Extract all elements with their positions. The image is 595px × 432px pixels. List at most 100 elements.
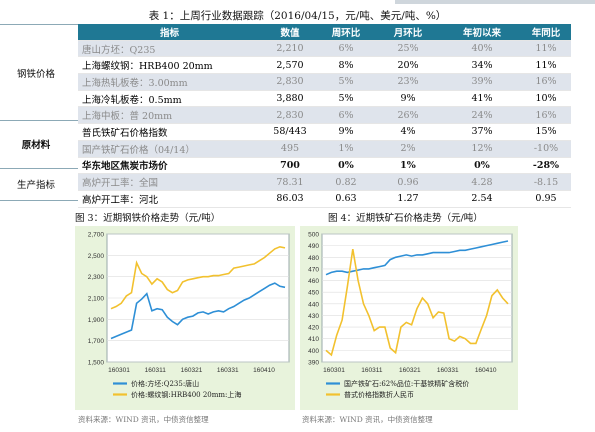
y-tick-label: 400	[308, 348, 319, 355]
group-label-materials: 原材料	[21, 140, 51, 151]
steel-price-chart: 1,500 1,700 1,900 2,100 2,300 2,500 2,700 16030…	[75, 226, 295, 410]
cell-wow: 5%	[319, 90, 373, 108]
y-tick-label: 460	[308, 278, 319, 285]
group-label-steel: 钢铁价格	[16, 69, 55, 80]
cell-yoy: -10%	[521, 140, 571, 158]
cell-ytd: 4.28	[443, 173, 521, 191]
cell-mom: 26%	[373, 106, 443, 125]
table-row: 华东地区焦炭市场价 700 0% 1% 0% -28%	[78, 157, 571, 175]
cell-yoy: -8.15	[521, 173, 571, 191]
cell-yoy: 16%	[521, 106, 571, 125]
y-tick-label: 390	[308, 360, 319, 367]
cell-ytd: 39%	[443, 73, 521, 91]
y-tick-label: 1,500	[88, 360, 105, 367]
cell-value: 2,830	[261, 73, 319, 91]
table-row: 高炉开工率：全国 78.31 0.82 0.96 4.28 -8.15	[78, 173, 571, 191]
row-label: 国产铁矿石价格（04/14）	[78, 140, 261, 158]
table-row: 上海螺纹钢：HRB400 20mm 2,570 8% 20% 34% 11%	[78, 56, 571, 75]
series-line-1	[110, 245, 286, 310]
row-label: 高炉开工率：河北	[78, 190, 261, 208]
chart1-title: 图 3：近期钢铁价格走势（元/吨）	[75, 213, 221, 224]
col-header-ytd: 年初以来	[443, 24, 521, 41]
y-tick-label: 2,100	[88, 296, 105, 303]
row-label: 上海中板：普 20mm	[78, 106, 261, 125]
row-label: 华东地区焦炭市场价	[78, 157, 261, 175]
cell-mom: 4%	[373, 123, 443, 141]
table-title: 表 1：上周行业数据跟踪（2016/04/15，元/吨、美元/吨、%）	[148, 10, 447, 22]
cell-yoy: 10%	[521, 90, 571, 108]
cell-value: 2,830	[261, 106, 319, 125]
cell-yoy: 11%	[521, 40, 571, 58]
legend-label: 普式价格指数折人民币	[344, 390, 414, 399]
cell-value: 58/443	[261, 123, 319, 141]
cell-yoy: 16%	[521, 73, 571, 91]
series-line-1	[325, 248, 509, 357]
legend-label: 价格:螺纹钢:HRB400 20mm:上海	[131, 390, 241, 399]
cell-ytd: 40%	[443, 40, 521, 58]
col-header-value: 数值	[261, 24, 319, 41]
y-tick-label: 2,500	[88, 253, 105, 260]
top-strip	[0, 0, 595, 4]
cell-value: 2,210	[261, 40, 319, 58]
y-tick-label: 1,700	[88, 338, 105, 345]
legend-label: 价格:方坯:Q235:唐山	[131, 379, 199, 388]
table-row: 唐山方坯：Q235 2,210 6% 25% 40% 11%	[78, 40, 571, 58]
table-header-row: 指标 数值 周环比 月环比 年初以来 年同比	[78, 24, 571, 41]
cell-mom: 20%	[373, 56, 443, 75]
x-tick-label: 160301	[323, 367, 345, 374]
group-line-bottom	[0, 200, 78, 201]
cell-mom: 2%	[373, 140, 443, 158]
x-tick-label: 160311	[145, 367, 167, 374]
chart2-source: 资料来源：WIND 资讯，中债资信整理	[302, 415, 433, 424]
table-row: 高炉开工率：河北 86.03 0.63 1.27 2.54 0.95	[78, 190, 571, 208]
cell-yoy: 0.95	[521, 190, 571, 208]
col-header-indicator: 指标	[78, 24, 261, 41]
cell-yoy: 15%	[521, 123, 571, 141]
y-tick-label: 430	[308, 313, 319, 320]
row-label: 唐山方坯：Q235	[78, 40, 261, 58]
y-tick-label: 450	[308, 290, 319, 297]
row-label: 高炉开工率：全国	[78, 173, 261, 191]
x-tick-label: 160311	[361, 367, 383, 374]
top-strip-right	[395, 0, 595, 4]
group-line-1	[0, 120, 78, 121]
cell-wow: 6%	[319, 40, 373, 58]
iron-ore-price-chart: 390 400 410 420 430 440 450 460 470 480 490 500 1603…	[300, 226, 518, 410]
cell-value: 495	[261, 140, 319, 158]
x-tick-label: 160331	[217, 367, 239, 374]
y-tick-label: 2,300	[88, 274, 105, 281]
cell-wow: 1%	[319, 140, 373, 158]
cell-value: 700	[261, 157, 319, 175]
legend-label: 国产铁矿石:62%品位:干基铁精矿含税价	[344, 379, 469, 388]
col-header-yoy: 年同比	[521, 24, 571, 41]
y-tick-label: 420	[308, 325, 319, 332]
cell-yoy: -28%	[521, 157, 571, 175]
cell-wow: 0.63	[319, 190, 373, 208]
table-row: 上海热轧板卷：3.00mm 2,830 5% 23% 39% 16%	[78, 73, 571, 91]
y-tick-label: 470	[308, 266, 319, 273]
chart2-title: 图 4：近期铁矿石价格走势（元/吨）	[328, 213, 483, 224]
cell-value: 86.03	[261, 190, 319, 208]
series-line-0	[110, 282, 286, 340]
x-tick-label: 160321	[399, 367, 421, 374]
y-tick-label: 2,700	[88, 232, 105, 239]
cell-ytd: 2.54	[443, 190, 521, 208]
cell-wow: 0.82	[319, 173, 373, 191]
cell-wow: 9%	[319, 123, 373, 141]
cell-wow: 6%	[319, 106, 373, 125]
col-header-mom: 月环比	[373, 24, 443, 41]
table-row: 国产铁矿石价格（04/14） 495 1% 2% 12% -10%	[78, 140, 571, 158]
col-header-wow: 周环比	[319, 24, 373, 41]
cell-ytd: 34%	[443, 56, 521, 75]
y-tick-label: 500	[308, 232, 319, 239]
cell-ytd: 12%	[443, 140, 521, 158]
table-row: 上海中板：普 20mm 2,830 6% 26% 24% 16%	[78, 106, 571, 125]
cell-value: 3,880	[261, 90, 319, 108]
chart1-source: 资料来源：WIND 资讯，中债资信整理	[78, 415, 209, 424]
y-tick-label: 490	[308, 243, 319, 250]
group-line-top	[0, 24, 78, 25]
row-label: 上海螺纹钢：HRB400 20mm	[78, 56, 261, 75]
cell-yoy: 11%	[521, 56, 571, 75]
row-label: 上海热轧板卷：3.00mm	[78, 73, 261, 91]
y-tick-label: 440	[308, 301, 319, 308]
